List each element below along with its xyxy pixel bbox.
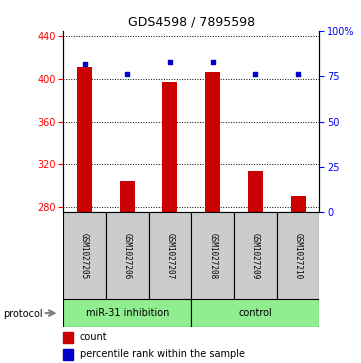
Point	[82, 61, 87, 66]
Bar	[248, 171, 263, 212]
Bar	[234, 212, 277, 299]
Text: miR-31 inhibition: miR-31 inhibition	[86, 308, 169, 318]
Text: protocol: protocol	[4, 309, 43, 319]
Point	[253, 72, 258, 77]
Bar	[63, 212, 106, 299]
Point	[124, 72, 130, 77]
Text: GSM1027206: GSM1027206	[123, 233, 132, 279]
Bar	[205, 73, 220, 212]
Bar	[277, 212, 319, 299]
Bar	[63, 348, 73, 359]
Bar	[191, 212, 234, 299]
Point	[295, 72, 301, 77]
Bar	[162, 82, 178, 212]
Text: GSM1027205: GSM1027205	[80, 233, 89, 279]
Bar	[63, 299, 191, 327]
Bar	[106, 212, 149, 299]
Text: GSM1027207: GSM1027207	[165, 233, 174, 279]
Text: count: count	[80, 333, 108, 342]
Point	[167, 59, 173, 65]
Text: GSM1027210: GSM1027210	[293, 233, 303, 279]
Text: percentile rank within the sample: percentile rank within the sample	[80, 349, 245, 359]
Bar	[191, 299, 319, 327]
Text: GSM1027209: GSM1027209	[251, 233, 260, 279]
Bar	[63, 332, 73, 343]
Bar	[77, 67, 92, 212]
Bar	[291, 196, 306, 212]
Title: GDS4598 / 7895598: GDS4598 / 7895598	[128, 15, 255, 28]
Text: control: control	[239, 308, 272, 318]
Bar	[149, 212, 191, 299]
Bar	[120, 182, 135, 212]
Point	[210, 59, 216, 65]
Text: GSM1027208: GSM1027208	[208, 233, 217, 279]
